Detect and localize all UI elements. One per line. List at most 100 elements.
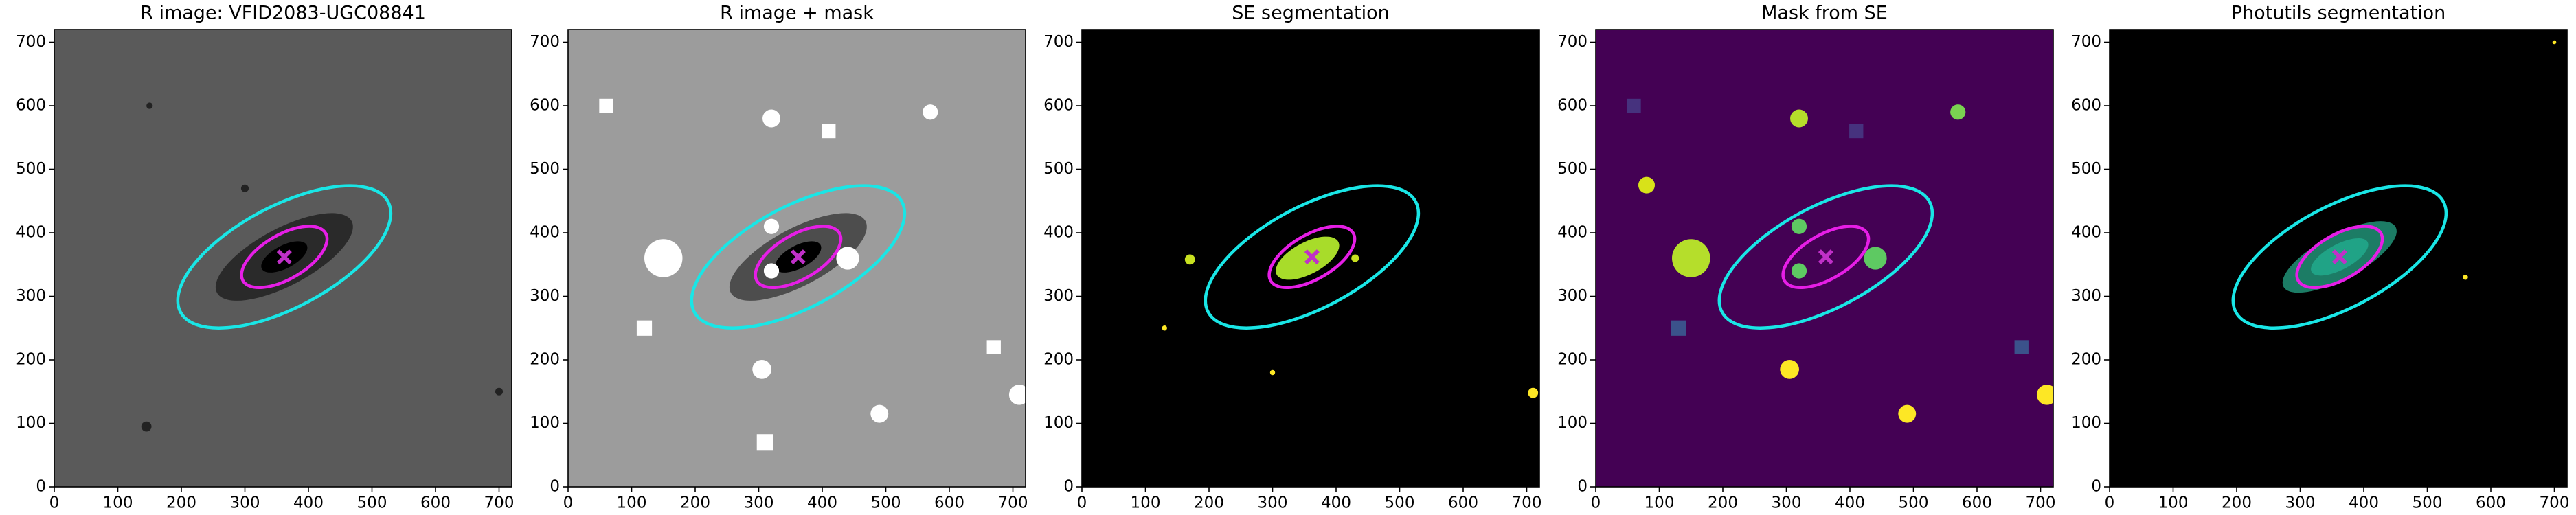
image-source xyxy=(495,387,504,396)
axes-frame xyxy=(1595,29,2054,488)
image-mask xyxy=(636,320,653,336)
y-tick-label: 700 xyxy=(16,33,46,51)
x-tick-label: 100 xyxy=(1131,494,1161,512)
center-marker xyxy=(790,249,806,265)
image-source xyxy=(763,263,780,279)
axes-frame xyxy=(2109,29,2568,488)
center-marker xyxy=(2331,249,2347,265)
y-tick-label: 600 xyxy=(2071,97,2101,115)
x-tick-label: 0 xyxy=(1591,494,1601,512)
y-tick-label: 700 xyxy=(2071,33,2101,51)
x-tick-label: 200 xyxy=(166,494,196,512)
axes-frame xyxy=(1081,29,1540,488)
panel-title: R image: VFID2083-UGC08841 xyxy=(140,3,426,24)
image-source xyxy=(1638,176,1656,194)
x-tick-label: 700 xyxy=(2540,494,2570,512)
y-tick-label: 100 xyxy=(1557,414,1588,432)
y-tick-label: 0 xyxy=(36,478,46,496)
y-tick-label: 500 xyxy=(1557,160,1588,178)
x-tick-label: 700 xyxy=(998,494,1028,512)
image-mask xyxy=(1849,124,1864,139)
panel: Photutils segmentation 0 100 200 300 400 500 60… xyxy=(2071,3,2569,512)
x-tick-label: 500 xyxy=(1899,494,1929,512)
image-source xyxy=(240,184,249,192)
y-tick-label: 100 xyxy=(530,414,560,432)
image-mask xyxy=(986,340,1001,354)
x-tick-label: 600 xyxy=(2476,494,2506,512)
image-mask xyxy=(1671,320,1686,336)
y-tick-label: 500 xyxy=(1043,160,1074,178)
image-source xyxy=(2463,275,2468,280)
image-source xyxy=(1008,385,1026,405)
image-source xyxy=(644,239,683,277)
panel: SE segmentation 0 100 200 300 400 500 600 700 0 10… xyxy=(1043,3,1541,512)
x-tick-label: 600 xyxy=(934,494,964,512)
x-tick-label: 700 xyxy=(484,494,515,512)
image-source xyxy=(752,360,771,379)
y-tick-label: 400 xyxy=(1557,224,1588,242)
image-source xyxy=(146,102,153,109)
y-tick-label: 100 xyxy=(1043,414,1074,432)
x-tick-label: 400 xyxy=(807,494,837,512)
y-tick-label: 0 xyxy=(2091,478,2101,496)
x-tick-label: 400 xyxy=(1321,494,1351,512)
aperture-ellipse xyxy=(2295,225,2384,290)
axes-frame xyxy=(567,29,1026,488)
image-content xyxy=(141,102,504,432)
y-tick-label: 200 xyxy=(530,351,560,369)
x-tick-label: 100 xyxy=(1645,494,1675,512)
y-tick-label: 400 xyxy=(2071,224,2101,242)
image-source xyxy=(2036,385,2053,405)
aperture-ellipse xyxy=(1267,225,1357,290)
image-mask xyxy=(599,98,613,113)
y-tick-label: 300 xyxy=(530,287,560,305)
aperture-ellipse xyxy=(754,225,843,290)
aperture-ellipse xyxy=(176,184,393,330)
panel-title: Photutils segmentation xyxy=(2231,3,2446,24)
panel-title: SE segmentation xyxy=(1232,3,1389,24)
x-tick-label: 400 xyxy=(293,494,324,512)
x-tick-label: 0 xyxy=(49,494,60,512)
y-tick-label: 500 xyxy=(16,160,46,178)
x-tick-label: 500 xyxy=(1385,494,1415,512)
aperture-ellipse xyxy=(690,184,907,330)
y-tick-label: 400 xyxy=(16,224,46,242)
x-tick-label: 100 xyxy=(617,494,647,512)
aperture-ellipse xyxy=(1717,184,1934,330)
image-source xyxy=(1898,404,1917,423)
x-tick-label: 0 xyxy=(2105,494,2115,512)
x-tick-label: 300 xyxy=(1258,494,1288,512)
y-tick-label: 500 xyxy=(2071,160,2101,178)
x-tick-label: 200 xyxy=(680,494,710,512)
y-tick-label: 300 xyxy=(1557,287,1588,305)
image-mask xyxy=(1627,98,1641,113)
image-source xyxy=(763,218,780,234)
x-tick-label: 0 xyxy=(1077,494,1087,512)
y-tick-label: 400 xyxy=(1043,224,1074,242)
y-tick-label: 100 xyxy=(16,414,46,432)
y-tick-label: 200 xyxy=(1043,351,1074,369)
image-source xyxy=(141,421,152,432)
image-source xyxy=(1780,360,1799,379)
y-tick-label: 600 xyxy=(1557,97,1588,115)
image-source xyxy=(1528,387,1539,398)
x-tick-label: 500 xyxy=(357,494,387,512)
image-source xyxy=(1950,104,1966,120)
x-tick-label: 200 xyxy=(1708,494,1738,512)
aperture-ellipse xyxy=(2231,184,2448,330)
x-tick-label: 600 xyxy=(420,494,451,512)
image-source xyxy=(1351,254,1359,262)
image-source xyxy=(1864,247,1887,270)
y-tick-label: 300 xyxy=(16,287,46,305)
center-marker xyxy=(1304,249,1320,265)
x-tick-label: 100 xyxy=(103,494,133,512)
image-source xyxy=(923,104,938,120)
image-mask xyxy=(2014,340,2029,354)
panel: R image: VFID2083-UGC08841 0 100 200 300 400 5… xyxy=(16,3,514,512)
x-tick-label: 500 xyxy=(2413,494,2443,512)
y-tick-label: 700 xyxy=(1043,33,1074,51)
axes-frame xyxy=(54,29,512,488)
y-tick-label: 300 xyxy=(2071,287,2101,305)
image-source xyxy=(1791,263,1807,279)
